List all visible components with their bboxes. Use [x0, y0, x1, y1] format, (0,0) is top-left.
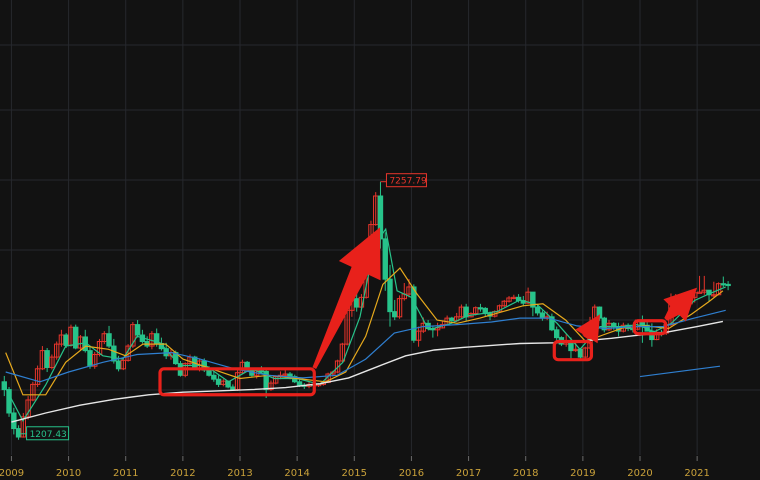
candle-up [34, 368, 41, 385]
candle-up [53, 343, 60, 358]
candle-up [334, 360, 341, 373]
x-axis: 2009 2010 2011 2012 2013 2014 2015 2016 2017 2018… [0, 456, 710, 479]
candle-down [377, 195, 384, 240]
candle-down [215, 378, 222, 385]
candle-down [15, 428, 22, 438]
candle-up [415, 330, 422, 341]
candle-down [530, 291, 536, 308]
candle-up [20, 416, 27, 438]
x-tick-label: 2010 [56, 468, 81, 479]
highlight-box [632, 319, 668, 336]
candle-up [30, 383, 36, 401]
candle-down [263, 370, 269, 391]
ma-line-ma10 [5, 267, 724, 396]
candle-down [115, 360, 122, 370]
low-price-label: 1207.43 [30, 430, 67, 440]
x-tick-label: 2009 [0, 468, 24, 479]
price-labels: 7257.79 1207.43 [18, 173, 427, 441]
x-tick-label: 2014 [284, 468, 309, 479]
x-tick-label: 2016 [399, 468, 424, 479]
candle-up [120, 359, 127, 370]
x-tick-label: 2013 [227, 468, 252, 479]
annotations [158, 227, 698, 397]
candle-down [539, 312, 546, 319]
candle-down [449, 317, 455, 322]
candle-down [577, 348, 584, 358]
candle-down [353, 298, 360, 308]
ma-line-ma60 [11, 320, 724, 423]
candle-down [534, 306, 541, 314]
high-label-box [385, 173, 427, 188]
candle-down [392, 311, 398, 318]
trend-arrow [312, 227, 381, 369]
candle-down [206, 369, 212, 376]
trend-arrow [575, 314, 600, 344]
candle-up [506, 297, 512, 302]
candle-up [501, 300, 507, 307]
candle-up [268, 382, 274, 391]
trend-arrow [663, 287, 698, 322]
candle-up [696, 291, 703, 294]
x-tick-label: 2011 [113, 468, 138, 479]
candle-up [473, 307, 479, 315]
candle-down [63, 334, 69, 346]
candle-down [553, 329, 560, 339]
candle-down [44, 350, 50, 368]
ma-line-ma20 [5, 309, 726, 383]
candle-down [230, 386, 236, 391]
candle-down [382, 238, 388, 280]
grid-lines [0, 0, 760, 455]
candle-down [549, 316, 555, 331]
candle-down [387, 278, 393, 313]
highlight-box [552, 339, 594, 362]
candle-down [211, 374, 217, 380]
candle-down [111, 345, 117, 362]
candle-down [106, 333, 112, 347]
candle-down [153, 333, 160, 344]
candle-up [582, 347, 588, 358]
candle-down [296, 381, 303, 386]
low-label-box [26, 426, 70, 441]
candle-up [396, 298, 403, 318]
x-tick-label: 2018 [513, 468, 538, 479]
x-tick-label: 2021 [684, 468, 709, 479]
candle-up [434, 327, 441, 331]
x-tick-label: 2012 [170, 468, 195, 479]
candle-down [6, 389, 12, 414]
candle-down [725, 283, 731, 287]
candle-up [92, 354, 98, 367]
extra-blue-segment [639, 365, 721, 378]
x-tick-label: 2017 [456, 468, 481, 479]
candle-down [477, 307, 484, 310]
candle-up [49, 356, 55, 368]
candle-down [287, 373, 293, 378]
candle-down [720, 283, 727, 286]
candle-up [339, 343, 346, 362]
candle-down [1, 381, 7, 391]
candle-down [292, 376, 298, 383]
candle-up [711, 294, 717, 297]
x-tick-label: 2015 [342, 468, 367, 479]
highlight-box [158, 367, 316, 397]
x-tick-label: 2020 [627, 468, 652, 479]
high-price-label: 7257.79 [389, 177, 426, 187]
candle-down [87, 350, 93, 367]
candle-down [134, 324, 141, 336]
candle-down [411, 286, 417, 341]
x-tick-label: 2019 [570, 468, 595, 479]
candles [1, 181, 731, 440]
